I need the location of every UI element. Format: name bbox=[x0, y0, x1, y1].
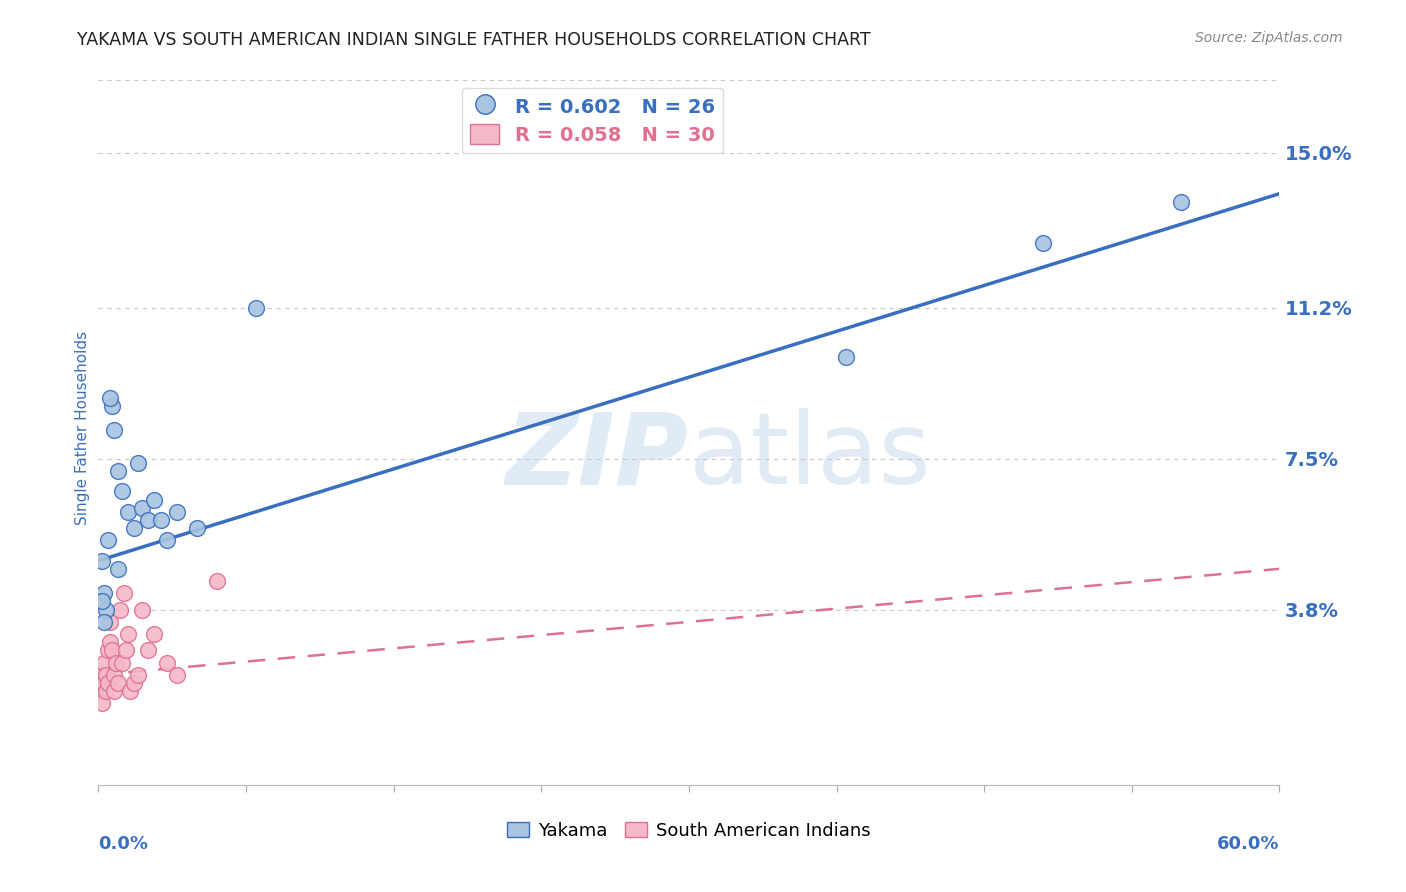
Point bbox=[1032, 235, 1054, 250]
Point bbox=[118, 684, 141, 698]
Point bbox=[107, 562, 129, 576]
Point bbox=[97, 643, 120, 657]
Point bbox=[166, 505, 188, 519]
Text: YAKAMA VS SOUTH AMERICAN INDIAN SINGLE FATHER HOUSEHOLDS CORRELATION CHART: YAKAMA VS SOUTH AMERICAN INDIAN SINGLE F… bbox=[77, 31, 870, 49]
Point bbox=[103, 668, 125, 682]
Point bbox=[93, 676, 115, 690]
Text: atlas: atlas bbox=[689, 409, 931, 505]
Point bbox=[112, 586, 135, 600]
Point bbox=[117, 627, 139, 641]
Point bbox=[122, 521, 145, 535]
Point bbox=[131, 602, 153, 616]
Point bbox=[835, 350, 858, 364]
Point bbox=[105, 656, 128, 670]
Point bbox=[122, 676, 145, 690]
Point bbox=[91, 554, 114, 568]
Point bbox=[103, 684, 125, 698]
Point bbox=[1170, 194, 1192, 209]
Text: 0.0%: 0.0% bbox=[98, 835, 149, 853]
Legend: R = 0.602   N = 26, R = 0.058   N = 30: R = 0.602 N = 26, R = 0.058 N = 30 bbox=[463, 88, 723, 153]
Point bbox=[101, 399, 124, 413]
Point bbox=[205, 574, 228, 588]
Point bbox=[127, 456, 149, 470]
Point bbox=[93, 615, 115, 629]
Point bbox=[97, 676, 120, 690]
Point bbox=[89, 684, 111, 698]
Point bbox=[93, 656, 115, 670]
Point bbox=[115, 643, 138, 657]
Point bbox=[245, 301, 267, 315]
Point bbox=[186, 521, 208, 535]
Point bbox=[136, 513, 159, 527]
Point bbox=[142, 492, 165, 507]
Point bbox=[98, 635, 121, 649]
Y-axis label: Single Father Households: Single Father Households bbox=[75, 331, 90, 525]
Point bbox=[91, 594, 114, 608]
Point bbox=[91, 697, 114, 711]
Point bbox=[136, 643, 159, 657]
Point bbox=[93, 586, 115, 600]
Point bbox=[150, 513, 173, 527]
Point bbox=[166, 668, 188, 682]
Text: 60.0%: 60.0% bbox=[1218, 835, 1279, 853]
Point bbox=[101, 643, 124, 657]
Point bbox=[96, 668, 118, 682]
Point bbox=[98, 391, 121, 405]
Point bbox=[127, 668, 149, 682]
Point bbox=[107, 676, 129, 690]
Point bbox=[97, 533, 120, 548]
Point bbox=[156, 533, 179, 548]
Point bbox=[156, 656, 179, 670]
Point bbox=[131, 500, 153, 515]
Point bbox=[117, 505, 139, 519]
Text: Source: ZipAtlas.com: Source: ZipAtlas.com bbox=[1195, 31, 1343, 45]
Point bbox=[111, 656, 134, 670]
Point bbox=[111, 484, 134, 499]
Text: ZIP: ZIP bbox=[506, 409, 689, 505]
Point bbox=[103, 423, 125, 437]
Point bbox=[96, 602, 118, 616]
Point bbox=[108, 602, 131, 616]
Point bbox=[107, 464, 129, 478]
Point bbox=[98, 615, 121, 629]
Point bbox=[96, 684, 118, 698]
Point bbox=[91, 668, 114, 682]
Point bbox=[142, 627, 165, 641]
